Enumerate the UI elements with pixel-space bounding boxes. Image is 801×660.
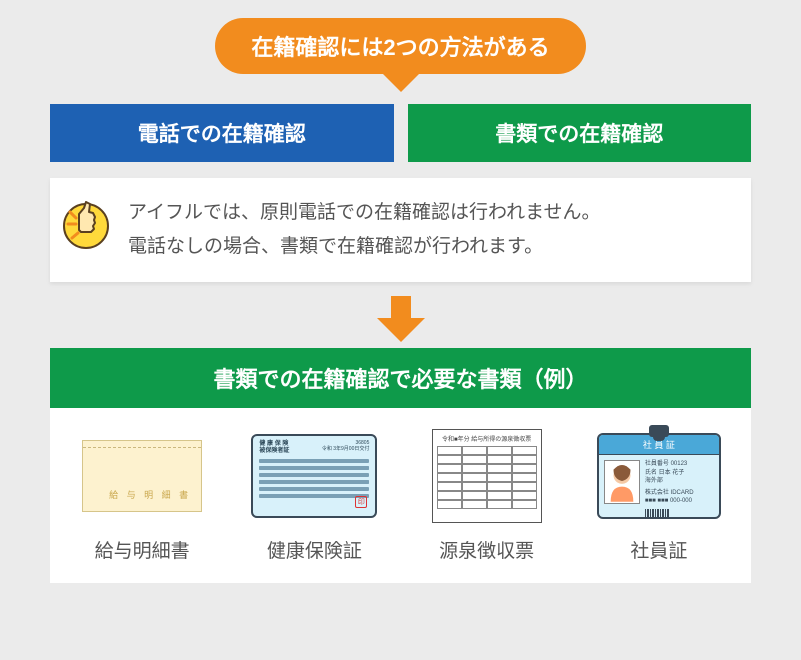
id-no: 00123: [671, 461, 688, 467]
doc-label: 源泉徴収票: [439, 536, 534, 563]
documents-grid: 給 与 明 細 書 給与明細書 健 康 保 険 被保険者証 36805 令和 3…: [50, 408, 751, 583]
method-phone: 電話での在籍確認: [50, 104, 394, 162]
documents-header: 書類での在籍確認で必要な書類（例）: [50, 348, 751, 408]
idcard-name-label: 氏名: [645, 470, 657, 476]
doc-label: 健康保険証: [267, 536, 362, 563]
method-document: 書類での在籍確認: [408, 104, 752, 162]
idcard-name: 日本 花子: [659, 470, 685, 476]
idcard-dept: 海外部: [645, 477, 714, 485]
documents-section: 書類での在籍確認で必要な書類（例） 給 与 明 細 書 給与明細書 健 康 保 …: [50, 348, 751, 583]
payslip-title-text: 給 与 明 細 書: [109, 488, 191, 501]
note-box: アイフルでは、原則電話での在籍確認は行われません。 電話なしの場合、書類で在籍確…: [50, 178, 751, 282]
idcard-addr: ■■■ ■■■ 000-000: [645, 497, 714, 505]
title-banner: 在籍確認には2つの方法がある: [215, 18, 585, 74]
methods-row: 電話での在籍確認 書類での在籍確認: [50, 104, 751, 162]
doc-item-payslip: 給 与 明 細 書 給与明細書: [60, 430, 224, 563]
employee-id-icon: 社 員 証 社員番号 00123: [594, 430, 724, 522]
withholding-slip-icon: 令和■年分 給与所得の源泉徴収票: [422, 430, 552, 522]
id-no-label: 社員番号: [645, 461, 669, 467]
withholding-title: 令和■年分 給与所得の源泉徴収票: [437, 434, 537, 443]
insurance-header-right: 36805 令和 3年9月00日交付: [322, 441, 370, 454]
insurance-card-icon: 健 康 保 険 被保険者証 36805 令和 3年9月00日交付 印: [249, 430, 379, 522]
idcard-company: 株式会社 IDCARD: [645, 489, 714, 497]
thumbs-up-icon: [58, 196, 114, 252]
barcode-icon: [645, 509, 714, 519]
payslip-icon: 給 与 明 細 書: [77, 430, 207, 522]
doc-item-idcard: 社 員 証 社員番号 00123: [577, 430, 741, 563]
doc-label: 社員証: [630, 536, 687, 563]
doc-label: 給与明細書: [95, 536, 190, 563]
stamp-icon: 印: [355, 496, 367, 508]
insurance-header-left: 健 康 保 険 被保険者証: [259, 441, 289, 454]
note-line-1: アイフルでは、原則電話での在籍確認は行われません。: [128, 196, 731, 230]
avatar-icon: [604, 460, 640, 504]
down-arrow-icon: [373, 296, 429, 342]
doc-item-withholding: 令和■年分 給与所得の源泉徴収票 源泉徴収票: [405, 430, 569, 563]
doc-item-insurance: 健 康 保 険 被保険者証 36805 令和 3年9月00日交付 印 健康保険証: [232, 430, 396, 563]
note-line-2: 電話なしの場合、書類で在籍確認が行われます。: [128, 230, 731, 264]
